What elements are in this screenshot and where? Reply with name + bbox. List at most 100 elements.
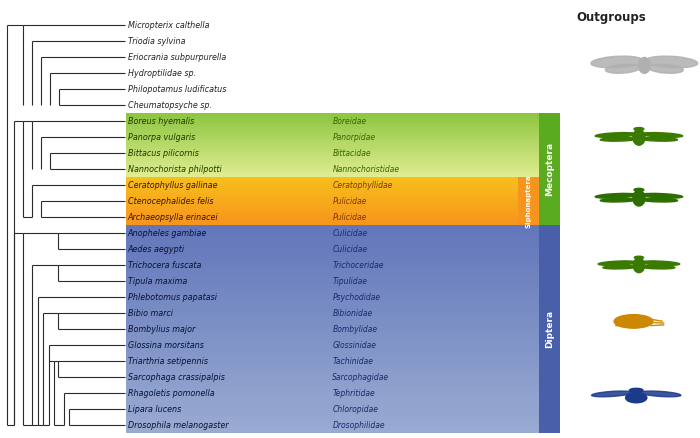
Ellipse shape [595,133,637,138]
Bar [126,326,538,329]
Bar [126,409,538,413]
Bar [126,184,538,185]
Bar [126,211,538,212]
Bar [126,162,538,163]
Text: Phlebotomus papatasi: Phlebotomus papatasi [128,293,217,302]
Text: Sarcophagidae: Sarcophagidae [332,373,389,382]
Bar [126,274,538,277]
Bar [126,153,538,154]
Text: Tephritidae: Tephritidae [332,389,375,398]
Bar [126,151,538,152]
Bar [126,143,538,145]
Ellipse shape [629,389,643,392]
Bar [126,223,538,224]
Bar [126,137,538,138]
Bar [126,243,538,246]
Bar [126,222,538,223]
Bar [126,329,538,333]
Bar [126,206,538,207]
Bar [126,239,538,243]
Bar [126,207,538,208]
Bar [126,128,538,129]
Bar [126,295,538,298]
Bar [126,224,538,225]
Bar [126,302,538,305]
Bar [126,195,538,196]
Ellipse shape [598,261,637,265]
Text: Pulicidae: Pulicidae [332,197,367,206]
Text: Bittacus pilicornis: Bittacus pilicornis [128,149,199,158]
Text: Bibionidae: Bibionidae [332,309,372,318]
Bar [126,193,538,194]
Bar [126,216,538,217]
Bar [126,155,538,156]
Text: Culicidae: Culicidae [332,229,368,238]
Text: Trichocera fuscata: Trichocera fuscata [128,261,201,270]
Text: Pulicidae: Pulicidae [332,213,367,222]
Ellipse shape [606,64,640,73]
Bar [126,197,538,198]
Bar [126,381,538,385]
Bar [126,121,538,122]
Bar [126,161,538,162]
Ellipse shape [603,265,637,269]
Bar [126,416,538,420]
Bar [126,141,538,142]
Bar [126,190,538,191]
Bar [126,120,538,121]
Bar [126,218,538,219]
Bar [126,127,538,128]
Text: Ceratophyllus gallinae: Ceratophyllus gallinae [128,181,217,190]
Bar [126,215,538,216]
Text: Aedes aegypti: Aedes aegypti [128,245,185,254]
Text: Outgroups: Outgroups [577,11,646,24]
Text: Hydroptilidae sp.: Hydroptilidae sp. [128,69,196,78]
Bar [126,117,538,118]
Bar [126,180,538,181]
Bar [126,288,538,291]
Text: Glossina morsitans: Glossina morsitans [128,341,204,350]
Bar [126,191,538,192]
Bar [126,186,538,187]
Bar [126,217,538,218]
Bar [126,353,538,357]
Text: Culicidae: Culicidae [332,245,368,254]
Bar [126,183,538,184]
Bar [126,170,538,171]
Bar [126,177,538,178]
Text: Panorpa vulgaris: Panorpa vulgaris [128,133,195,142]
Ellipse shape [633,130,645,145]
Bar [518,177,538,226]
Ellipse shape [595,194,637,198]
Text: Panorpidae: Panorpidae [332,133,375,142]
Bar [126,181,538,182]
Text: Mecoptera: Mecoptera [545,142,554,197]
Text: Ceratophyllidae: Ceratophyllidae [332,181,393,190]
Text: Boreus hyemalis: Boreus hyemalis [128,117,194,126]
Ellipse shape [640,133,682,138]
Bar [126,179,538,180]
Bar [126,374,538,378]
Ellipse shape [640,194,682,198]
Text: Cheumatopsyche sp.: Cheumatopsyche sp. [128,101,212,110]
Bar [126,142,538,143]
Bar [538,226,560,434]
Bar [126,253,538,257]
Bar [126,202,538,203]
Bar [126,229,538,232]
Bar [126,140,538,141]
Bar [126,189,538,190]
Text: Lipara lucens: Lipara lucens [128,405,181,414]
Bar [126,257,538,260]
Bar [126,175,538,177]
Bar [538,113,560,226]
Text: Nannochorista philpotti: Nannochorista philpotti [128,165,222,174]
Bar [126,210,538,211]
Bar [126,395,538,399]
Bar [126,264,538,267]
Ellipse shape [641,265,675,269]
Text: Triodia sylvina: Triodia sylvina [128,37,186,46]
Bar [126,169,538,170]
Bar [126,246,538,250]
Bar [126,165,538,166]
